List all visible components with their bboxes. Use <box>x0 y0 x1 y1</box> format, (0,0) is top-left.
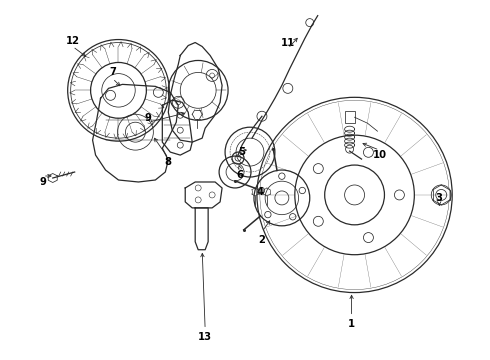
Bar <box>344 111 355 123</box>
Text: 13: 13 <box>198 332 212 342</box>
Text: 8: 8 <box>165 157 172 167</box>
Text: 10: 10 <box>372 150 387 160</box>
Text: 1: 1 <box>348 319 355 329</box>
Text: 6: 6 <box>237 170 244 180</box>
Text: 4: 4 <box>256 187 264 197</box>
Text: 3: 3 <box>436 193 442 203</box>
Text: 11: 11 <box>281 37 295 48</box>
Text: 2: 2 <box>259 235 266 245</box>
Text: 9: 9 <box>145 113 152 123</box>
Text: 12: 12 <box>66 36 80 46</box>
Text: 9: 9 <box>39 177 46 187</box>
Text: 7: 7 <box>109 67 116 77</box>
Text: 5: 5 <box>239 147 245 157</box>
